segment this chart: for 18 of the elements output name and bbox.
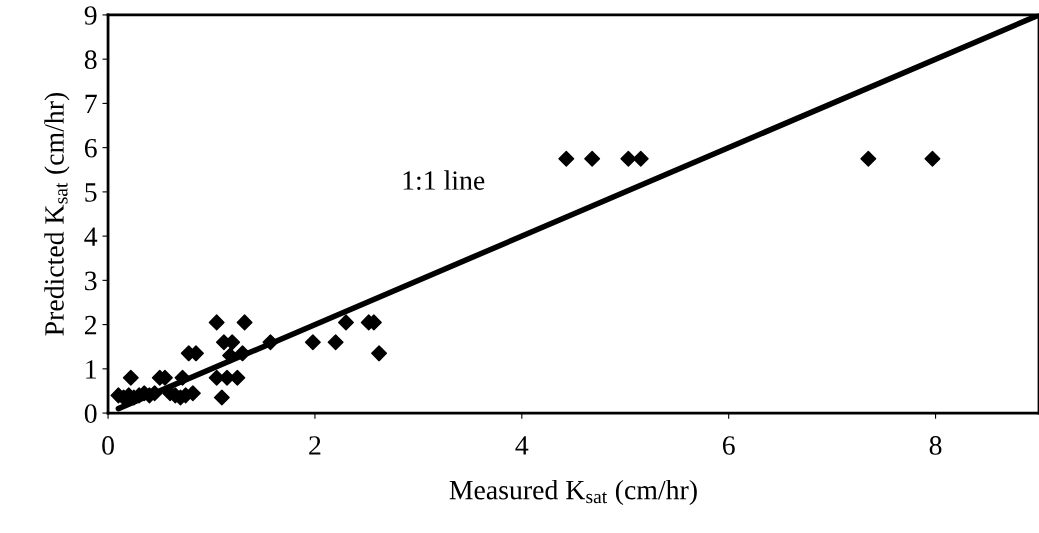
- annotation: 1:1 line: [403, 170, 485, 191]
- x-tick-label: 0: [102, 436, 114, 455]
- x-tick-label: 4: [515, 436, 529, 455]
- y-tick-label: 5: [85, 183, 97, 202]
- x-axis-title: Measured K$_{sat}$ (cm/hr): [449, 479, 697, 506]
- y-tick-label: 0: [84, 404, 97, 423]
- y-axis-title: Predicted K$_{sat}$ (cm/hr): [44, 92, 70, 336]
- y-tick-label: 9: [84, 6, 97, 25]
- y-tick-label: 2: [84, 315, 97, 335]
- y-tick-label: 6: [84, 138, 97, 158]
- y-tick-label: 7: [85, 94, 97, 114]
- y-tick-label: 3: [85, 271, 97, 291]
- x-tick-label: 8: [929, 436, 942, 455]
- y-tick-label: 4: [84, 227, 98, 246]
- x-tick-label: 2: [309, 436, 321, 455]
- y-tick-label: 1: [86, 360, 96, 379]
- x-tick-label: 6: [722, 436, 735, 455]
- y-tick-label: 8: [84, 50, 97, 70]
